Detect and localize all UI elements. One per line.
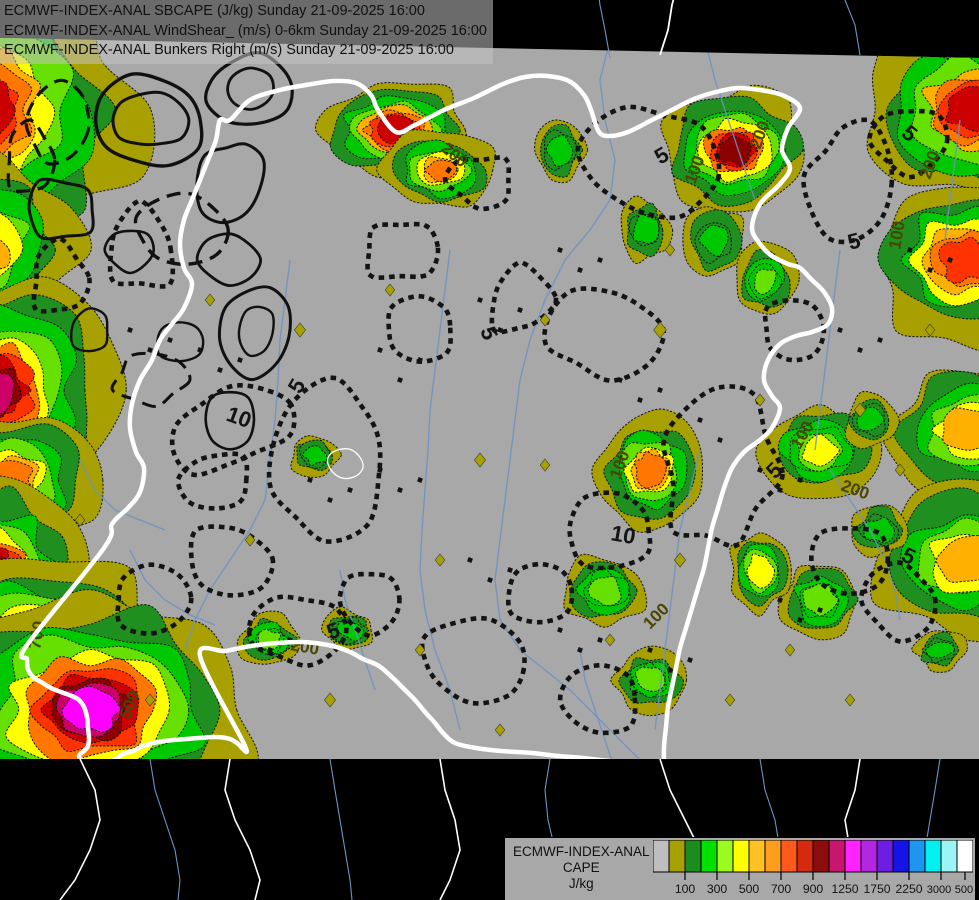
svg-text:300: 300 xyxy=(707,882,728,896)
svg-text:900: 900 xyxy=(803,882,824,896)
svg-text:500: 500 xyxy=(739,882,760,896)
svg-text:2250: 2250 xyxy=(895,882,922,896)
svg-text:5000: 5000 xyxy=(955,884,973,896)
svg-text:100: 100 xyxy=(675,882,696,896)
svg-text:3000: 3000 xyxy=(927,884,951,896)
svg-text:700: 700 xyxy=(771,882,792,896)
svg-text:1250: 1250 xyxy=(831,882,858,896)
svg-text:10: 10 xyxy=(609,520,637,549)
svg-text:1750: 1750 xyxy=(863,882,890,896)
